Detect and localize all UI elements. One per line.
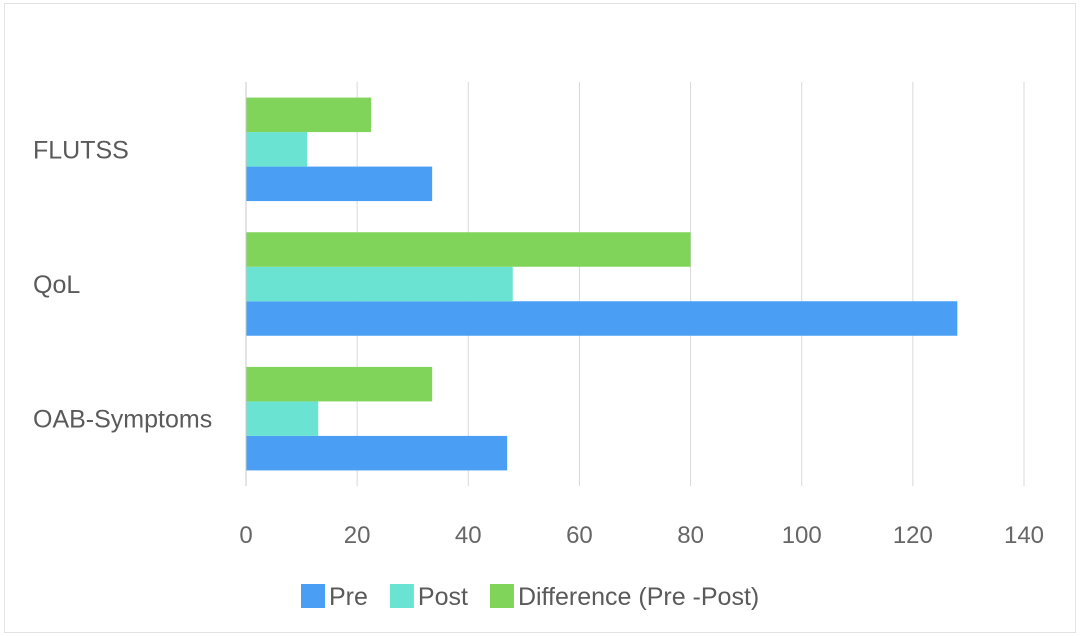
- x-tick-label: 100: [782, 522, 822, 549]
- gridlines: [356, 82, 1025, 486]
- bar[interactable]: [246, 435, 508, 471]
- bar[interactable]: [246, 266, 513, 302]
- legend-item[interactable]: Pre: [301, 583, 368, 611]
- category-labels: FLUTSS QoL OAB-Symptoms: [33, 136, 212, 433]
- bar-chart: FLUTSS QoL OAB-Symptoms 0 20 40 60 80 100 120 140…: [33, 82, 1044, 611]
- bar[interactable]: [246, 132, 308, 167]
- x-tick-labels: 0 20 40 60 80 100 120 140: [239, 522, 1044, 549]
- x-tick-label: 20: [344, 522, 371, 549]
- x-tick-label: 140: [1004, 522, 1044, 549]
- legend-item[interactable]: Post: [389, 583, 468, 611]
- category-label: QoL: [33, 271, 80, 299]
- x-tick-label: 40: [455, 522, 482, 549]
- x-tick-label: 80: [677, 522, 704, 549]
- legend-label: Difference (Pre -Post): [518, 583, 759, 611]
- legend-label: Pre: [329, 583, 368, 611]
- legend-swatch: [301, 584, 325, 608]
- category-label: FLUTSS: [33, 136, 129, 164]
- legend-swatch: [389, 584, 414, 608]
- legend[interactable]: Pre Post Difference (Pre -Post): [301, 583, 759, 611]
- legend-item[interactable]: Difference (Pre -Post): [489, 583, 759, 611]
- bar[interactable]: [246, 232, 691, 267]
- x-tick-label: 120: [893, 522, 933, 549]
- bar[interactable]: [246, 166, 433, 202]
- category-label: OAB-Symptoms: [33, 406, 212, 434]
- x-tick-label: 0: [239, 522, 252, 549]
- legend-label: Post: [418, 583, 468, 611]
- bar[interactable]: [246, 301, 958, 336]
- bar[interactable]: [246, 97, 372, 133]
- legend-swatch: [489, 584, 514, 608]
- bar[interactable]: [246, 366, 433, 402]
- chart-container: FLUTSS QoL OAB-Symptoms 0 20 40 60 80 100 120 140…: [4, 3, 1076, 633]
- x-tick-label: 60: [566, 522, 593, 549]
- bars: [246, 97, 958, 471]
- bar[interactable]: [246, 401, 319, 436]
